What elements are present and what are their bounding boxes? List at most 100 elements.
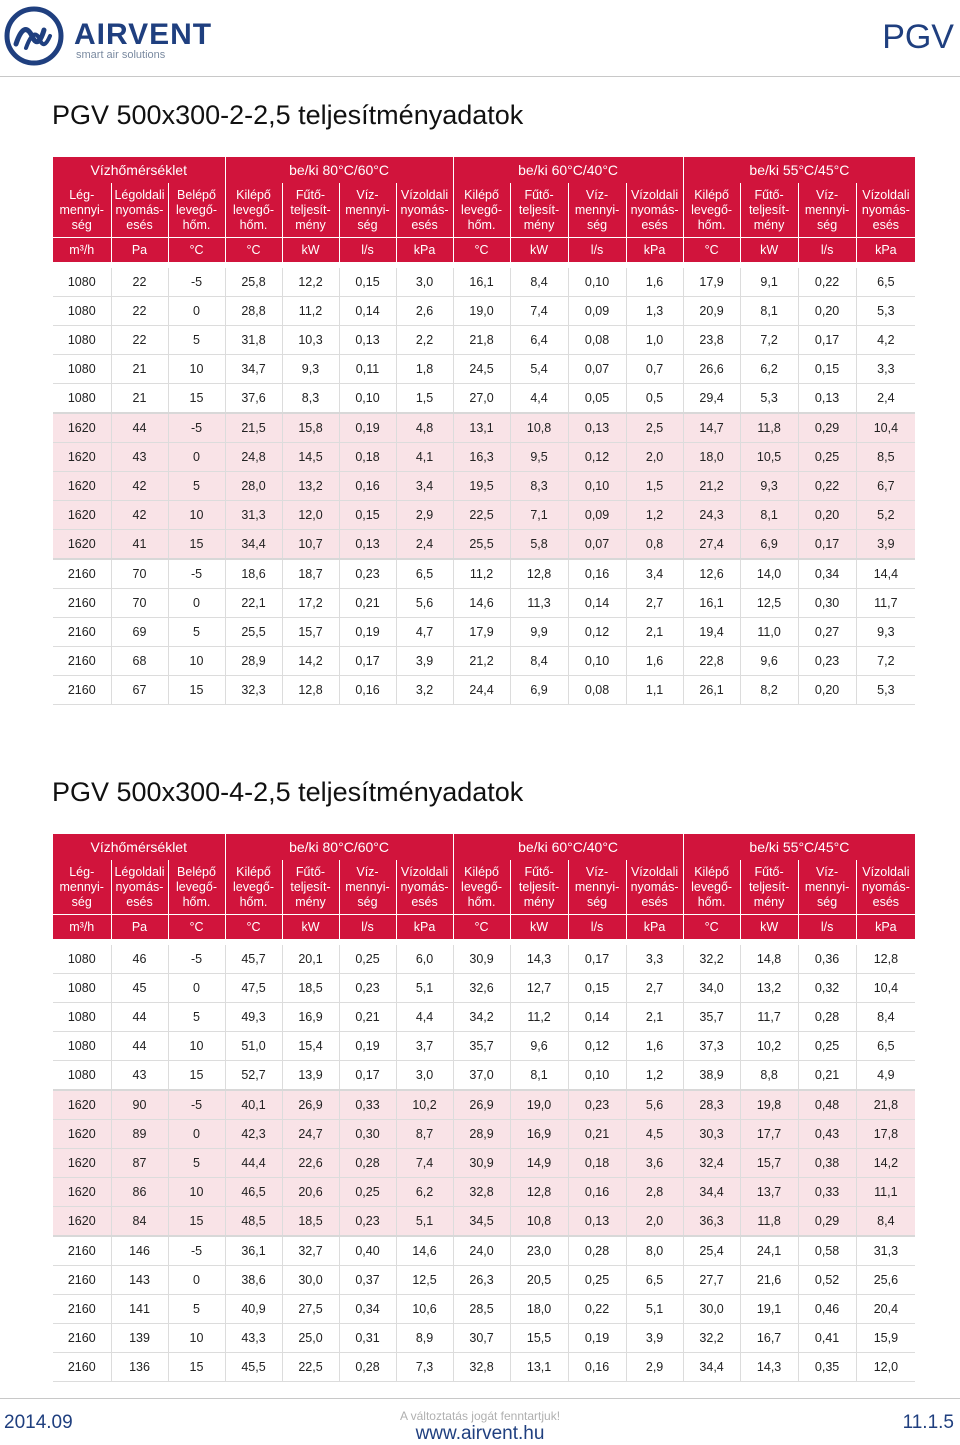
- table-row: 1620 87 5 44,4 22,6 0,28 7,4 30,9 14,9 0,18 3,6 32,…: [53, 1148, 916, 1178]
- table-cell: 9,6: [739, 646, 799, 676]
- table-cell: 7,4: [395, 1148, 454, 1178]
- table-cell: 34,5: [452, 1206, 511, 1237]
- table-cell: 21,5: [224, 412, 282, 443]
- table-cell: 2,4: [395, 529, 454, 560]
- table-cell: 16,7: [739, 1323, 799, 1353]
- table-cell: 14,2: [855, 1148, 916, 1178]
- table-cell: 2,7: [625, 588, 684, 618]
- table-cell: 1620: [53, 529, 111, 560]
- table-cell: 0,25: [338, 945, 396, 974]
- table-cell: 12,2: [281, 268, 339, 297]
- table-cell: 0,21: [567, 1119, 627, 1149]
- column-header: Belépő levegő- hőm.: [167, 860, 225, 915]
- table-row: 1080 22 0 28,8 11,2 0,14 2,6 19,0 7,4 0,09 1,3 20,9…: [53, 296, 916, 326]
- table-cell: 14,0: [739, 558, 799, 589]
- table-cell: 30,9: [452, 945, 511, 974]
- table-cell: 0,32: [797, 973, 857, 1003]
- column-header: Fűtő- teljesít- mény: [739, 183, 799, 238]
- column-header: Kilépő levegő- hőm.: [452, 183, 511, 238]
- table-cell: 30,3: [682, 1119, 741, 1149]
- table-cell: 12,0: [855, 1352, 916, 1382]
- table-cell: 18,0: [682, 442, 741, 472]
- table-cell: 0,29: [797, 1206, 857, 1237]
- performance-table: Vízhőmérséklet be/ki 80°C/60°C be/ki 60°C/…: [53, 834, 916, 1382]
- column-header: Vízoldali nyomás- esés: [395, 183, 454, 238]
- table-cell: 0,13: [797, 383, 857, 414]
- table-cell: 9,6: [509, 1031, 569, 1061]
- table-cell: 90: [110, 1089, 168, 1120]
- table-cell: 0,16: [567, 1177, 627, 1207]
- column-unit: °C: [167, 237, 225, 262]
- column-unit: kW: [739, 914, 799, 939]
- table-cell: 8,3: [509, 471, 569, 501]
- table-cell: 6,7: [855, 471, 916, 501]
- table-cell: 0,14: [338, 296, 396, 326]
- table-cell: 25,5: [452, 529, 511, 560]
- table-cell: 0: [167, 1119, 225, 1149]
- table-row: 2160 67 15 32,3 12,8 0,16 3,2 24,4 6,9 0,08 1,1 26,…: [53, 675, 916, 705]
- column-unit: kPa: [625, 237, 684, 262]
- footer-url[interactable]: www.airvent.hu: [415, 1423, 545, 1444]
- column-header: Fűtő- teljesít- mény: [739, 860, 799, 915]
- table-cell: 14,6: [452, 588, 511, 618]
- table-cell: 9,3: [739, 471, 799, 501]
- table-cell: 10,4: [855, 412, 916, 443]
- column-header: Lég- mennyi- ség: [53, 860, 111, 915]
- table-cell: 86: [110, 1177, 168, 1207]
- table-cell: 15,5: [509, 1323, 569, 1353]
- table-cell: 0,16: [567, 1352, 627, 1382]
- table-cell: 25,4: [682, 1235, 741, 1266]
- table-cell: 1620: [53, 1119, 111, 1149]
- table-cell: 0,5: [625, 383, 684, 414]
- table-cell: 5,8: [509, 529, 569, 560]
- table-cell: 3,2: [395, 675, 454, 705]
- table-cell: 20,9: [682, 296, 741, 326]
- table-cell: 5,6: [395, 588, 454, 618]
- table-cell: 3,3: [625, 945, 684, 974]
- table-cell: 10,8: [509, 1206, 569, 1237]
- header-divider: [0, 76, 960, 77]
- column-unit: kW: [281, 237, 339, 262]
- table-cell: 7,2: [855, 646, 916, 676]
- table-cell: 0: [167, 1265, 225, 1295]
- table-cell: 0,8: [625, 529, 684, 560]
- footer-divider: [0, 1398, 960, 1399]
- table-cell: 3,9: [395, 646, 454, 676]
- table-cell: 7,1: [509, 500, 569, 530]
- table-cell: 0,10: [338, 383, 396, 414]
- table-cell: 31,3: [855, 1235, 916, 1266]
- table-cell: 0: [167, 296, 225, 326]
- table-cell: 0,28: [567, 1235, 627, 1266]
- table-cell: 0,12: [567, 617, 627, 647]
- column-unit: kW: [509, 237, 569, 262]
- table-cell: 14,6: [395, 1235, 454, 1266]
- table-cell: 0,14: [567, 1002, 627, 1032]
- table-cell: 0,23: [797, 646, 857, 676]
- column-unit: l/s: [797, 237, 857, 262]
- table-cell: 0,40: [338, 1235, 396, 1266]
- table-cell: 17,7: [739, 1119, 799, 1149]
- column-group-header: Vízhőmérséklet: [53, 157, 225, 183]
- table-cell: 1080: [53, 268, 111, 297]
- table-cell: 26,6: [682, 354, 741, 384]
- table-cell: 28,8: [224, 296, 282, 326]
- table-cell: 0,22: [797, 268, 857, 297]
- table-cell: 6,9: [739, 529, 799, 560]
- table-cell: 1080: [53, 1031, 111, 1061]
- table-cell: 4,7: [395, 617, 454, 647]
- table-cell: 11,2: [509, 1002, 569, 1032]
- column-header: Kilépő levegő- hőm.: [224, 860, 282, 915]
- table-cell: 23,0: [509, 1235, 569, 1266]
- table-cell: 11,8: [739, 412, 799, 443]
- table-cell: 14,4: [855, 558, 916, 589]
- table-cell: 0,34: [797, 558, 857, 589]
- table-cell: 68: [110, 646, 168, 676]
- table-cell: 16,3: [452, 442, 511, 472]
- table-cell: 0,48: [797, 1089, 857, 1120]
- table-cell: 37,0: [452, 1060, 511, 1091]
- table-cell: 0,31: [338, 1323, 396, 1353]
- column-group-header: be/ki 55°C/45°C: [682, 834, 916, 860]
- column-header: Vízoldali nyomás- esés: [395, 860, 454, 915]
- table-cell: 3,3: [855, 354, 916, 384]
- table-cell: 15: [167, 1206, 225, 1237]
